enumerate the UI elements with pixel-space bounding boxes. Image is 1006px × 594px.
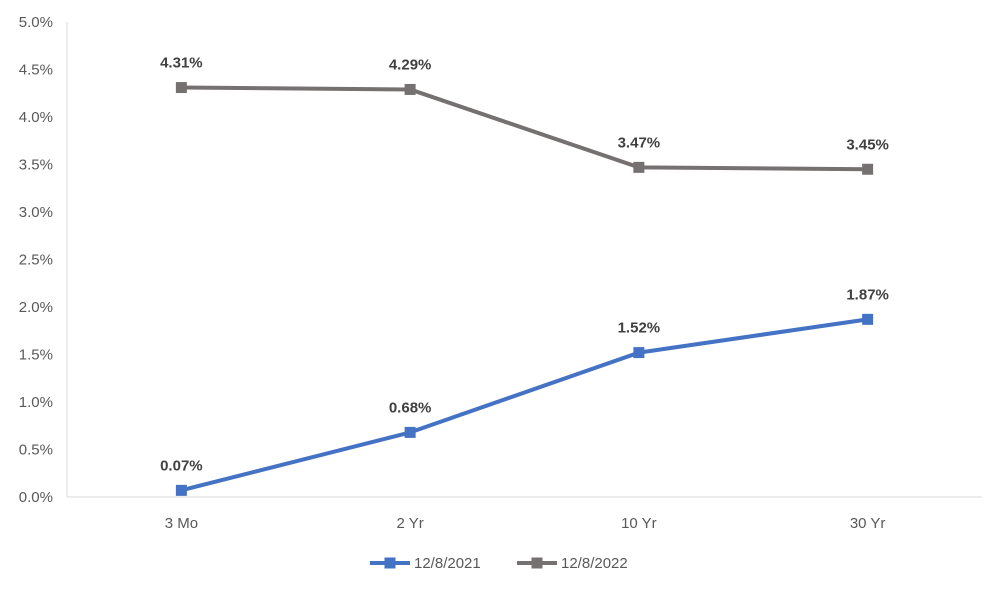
y-tick-label: 4.0% xyxy=(19,109,53,126)
y-tick-label: 4.5% xyxy=(19,62,53,79)
data-point-marker xyxy=(862,313,874,325)
y-tick-label: 0.0% xyxy=(19,489,53,506)
data-label: 3.47% xyxy=(618,134,661,151)
series-line-1 xyxy=(179,317,870,493)
y-tick-label: 2.0% xyxy=(19,299,53,316)
data-point-marker xyxy=(404,426,416,438)
y-tick-label: 0.5% xyxy=(19,442,53,459)
legend-swatch-marker xyxy=(531,557,543,569)
data-labels: 0.07% 0.68% 1.52% 1.87% 4.31% 4.29% 3.47% 3.45% xyxy=(160,55,889,475)
x-tick-label: 3 Mo xyxy=(165,515,198,532)
axes: 0.0% 0.5% 1.0% 1.5% 2.0% 2.5% 3.0% 3.5% 4.0% 4.5%… xyxy=(19,14,982,532)
data-point-marker xyxy=(175,484,187,496)
y-tick-label: 2.5% xyxy=(19,252,53,269)
legend-label: 12/8/2021 xyxy=(414,555,481,572)
data-label: 3.45% xyxy=(846,136,889,153)
legend-swatch-marker xyxy=(384,557,396,569)
data-point-marker xyxy=(404,83,416,95)
legend: 12/8/2021 12/8/2022 xyxy=(370,555,628,572)
data-label: 1.52% xyxy=(618,320,661,337)
series-layer xyxy=(175,82,874,496)
y-tick-label: 1.5% xyxy=(19,347,53,364)
y-tick-label: 1.0% xyxy=(19,394,53,411)
data-label: 4.31% xyxy=(160,55,203,72)
x-tick-label: 2 Yr xyxy=(397,515,424,532)
x-tick-label: 10 Yr xyxy=(621,515,657,532)
x-tick-label: 30 Yr xyxy=(850,515,886,532)
series-line-2 xyxy=(179,85,870,172)
data-point-marker xyxy=(175,82,187,94)
data-point-marker xyxy=(862,163,874,175)
data-label: 0.68% xyxy=(389,399,432,416)
legend-label: 12/8/2022 xyxy=(561,555,628,572)
y-tick-label: 3.0% xyxy=(19,204,53,221)
data-point-marker xyxy=(633,347,645,359)
data-point-marker xyxy=(633,161,645,173)
y-tick-label: 3.5% xyxy=(19,157,53,174)
data-label: 1.87% xyxy=(846,286,889,303)
data-label: 0.07% xyxy=(160,457,203,474)
data-label: 4.29% xyxy=(389,56,432,73)
y-tick-label: 5.0% xyxy=(19,14,53,31)
